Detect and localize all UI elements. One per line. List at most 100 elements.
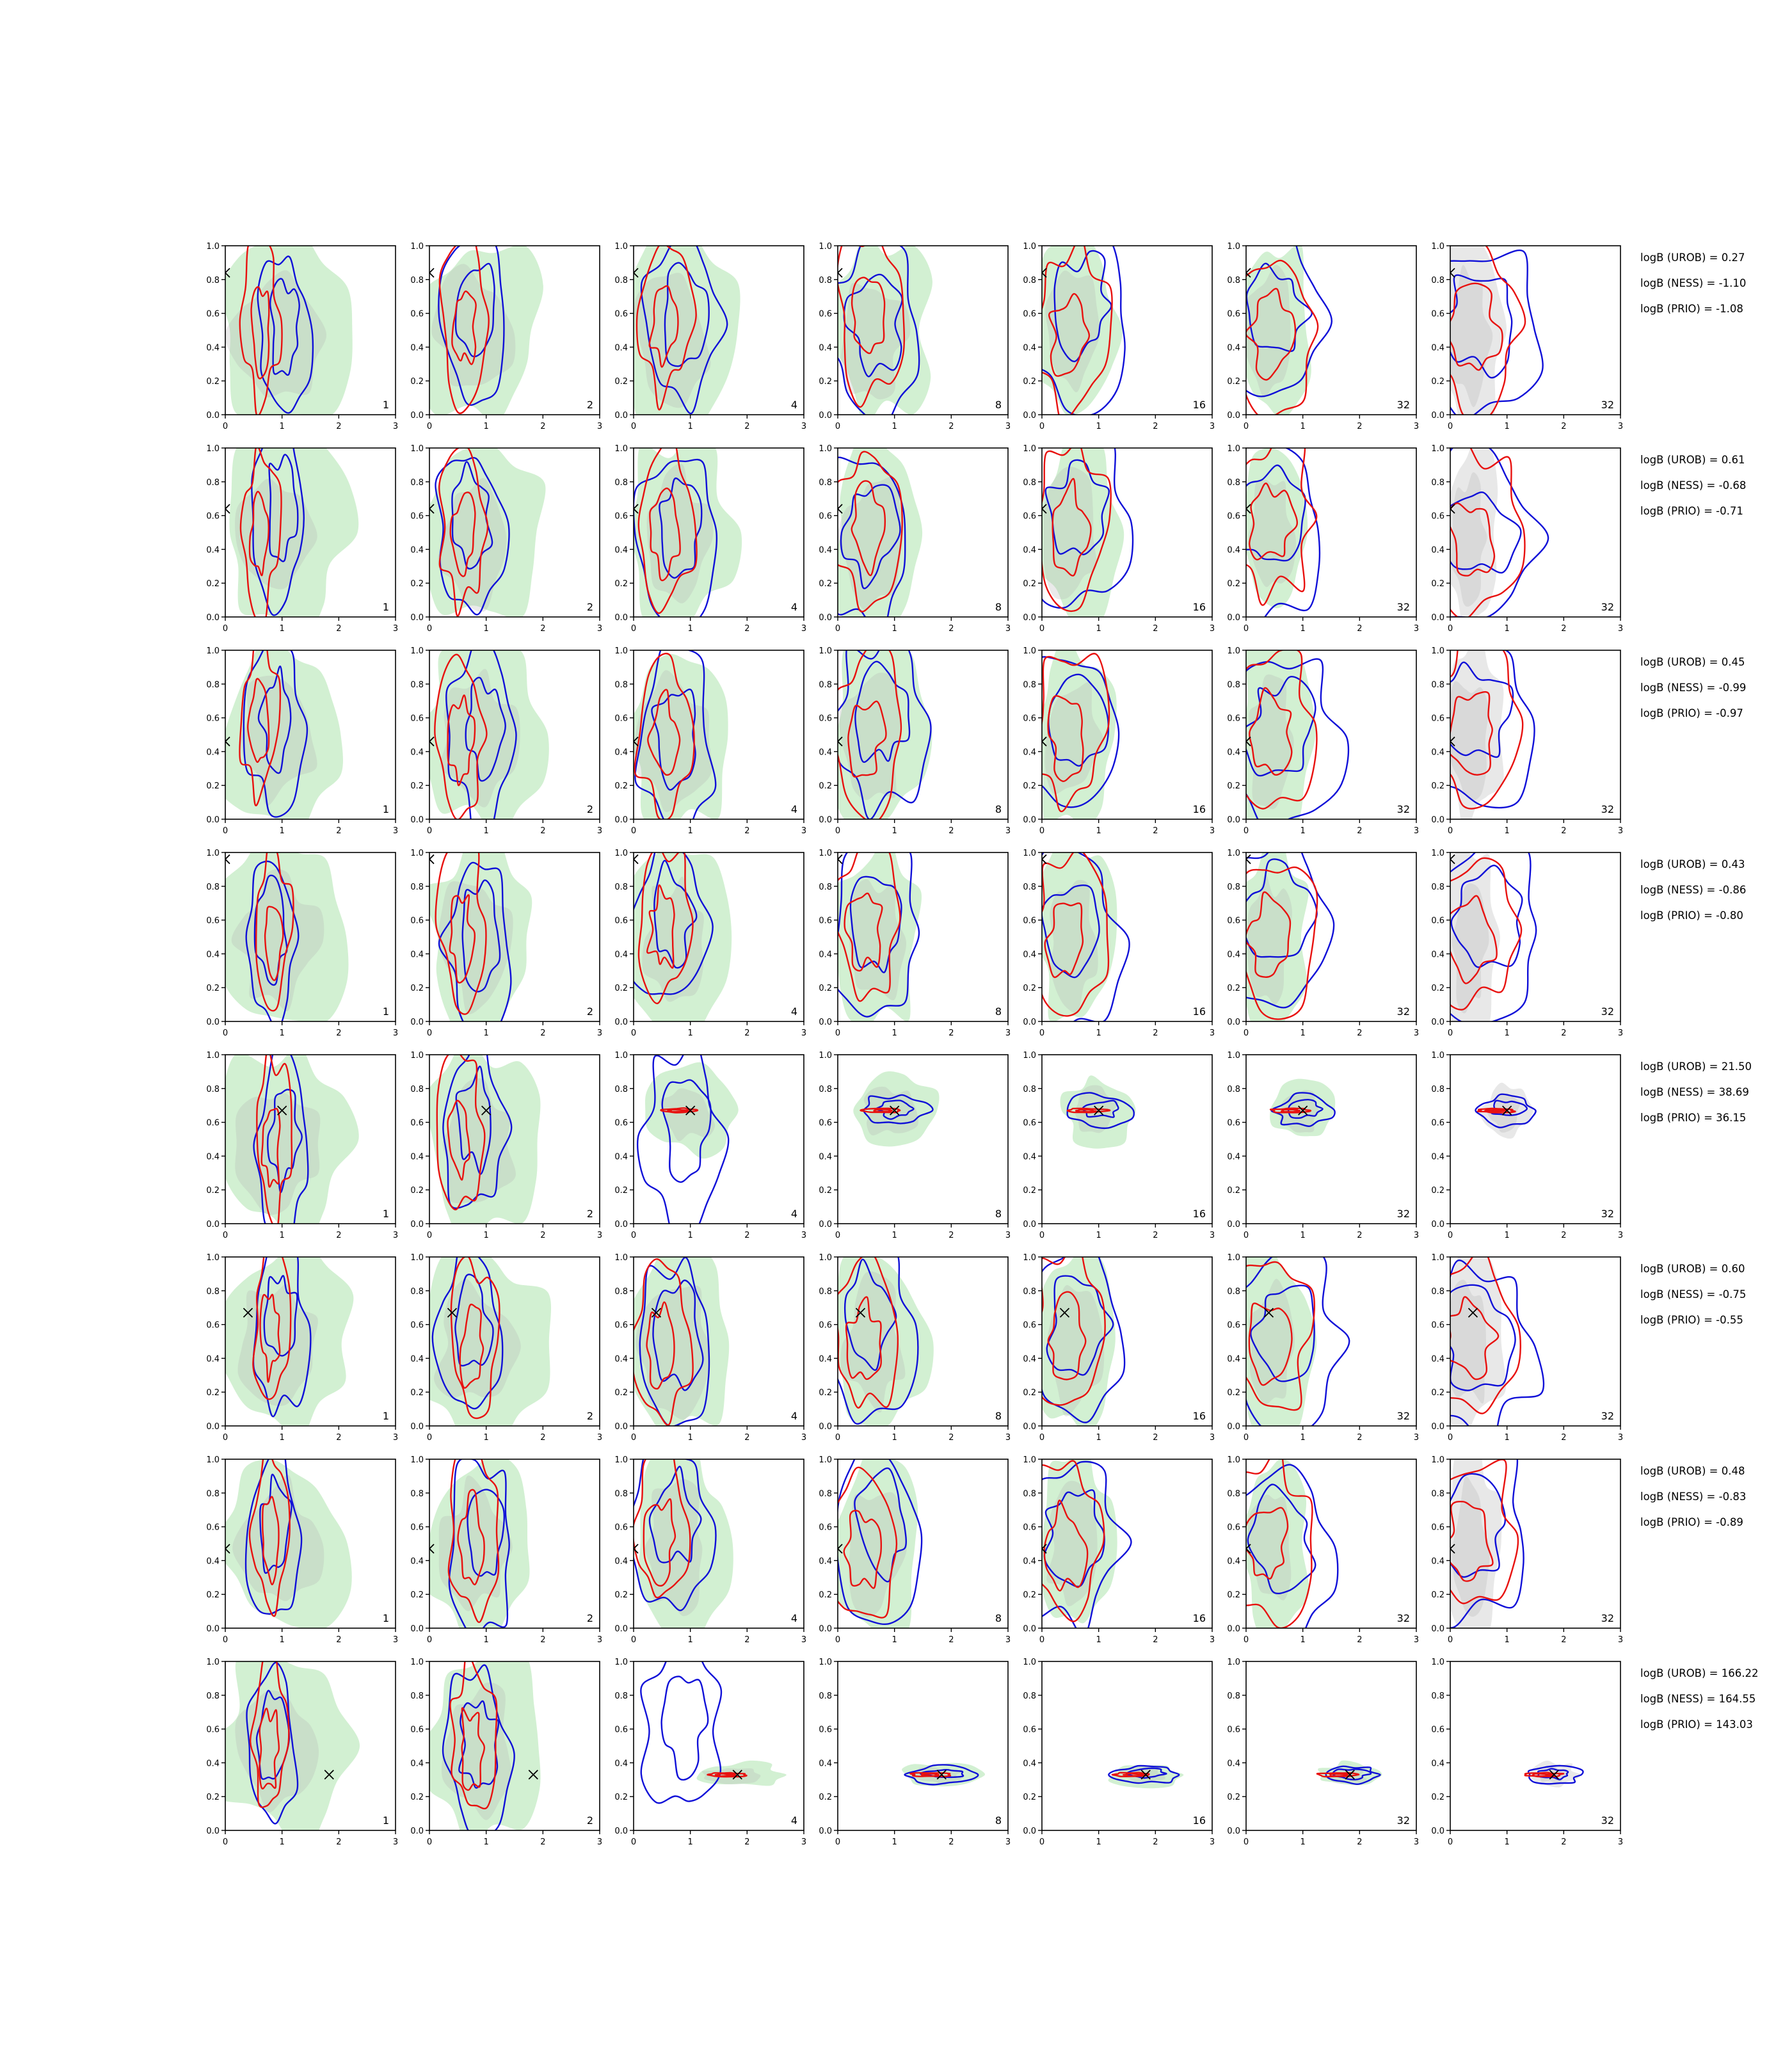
y-tick-label: 0.2 — [819, 579, 832, 589]
x-tick-label: 2 — [744, 1028, 749, 1038]
true-value-marker — [838, 1544, 843, 1554]
true-value-marker — [1468, 1308, 1478, 1318]
blue-contour-outer — [1246, 658, 1350, 819]
y-tick-label: 0.8 — [1023, 1489, 1036, 1499]
y-tick-label: 1.0 — [1023, 242, 1036, 252]
y-tick-label: 0.0 — [819, 1422, 832, 1432]
true-value-marker — [1345, 1770, 1355, 1780]
y-tick-label: 0.4 — [1227, 1354, 1240, 1364]
y-tick-label: 0.4 — [1431, 1354, 1444, 1364]
y-tick-label: 1.0 — [819, 1051, 832, 1060]
axes-frame — [633, 447, 804, 618]
subplot-r6-c1: 0 1 2 3 0.0 0.2 0.4 0.6 0.8 1.0 1 — [206, 1253, 398, 1443]
x-tick-label: 1 — [688, 1433, 693, 1443]
column-label: 4 — [791, 803, 797, 815]
y-tick-label: 0.2 — [819, 1590, 832, 1600]
y-tick-label: 1.0 — [206, 1253, 220, 1263]
y-tick-label: 0.4 — [819, 1152, 832, 1162]
y-tick-label: 0.8 — [206, 276, 220, 285]
true-value-marker — [1246, 736, 1251, 747]
y-tick-label: 0.2 — [614, 984, 628, 993]
y-tick-label: 0.6 — [1023, 1119, 1036, 1128]
y-tick-label: 0.6 — [819, 512, 832, 522]
y-tick-label: 0.6 — [819, 1725, 832, 1735]
y-tick-label: 0.2 — [614, 377, 628, 387]
density-fill-outer — [1246, 650, 1316, 819]
x-tick-label: 1 — [1300, 1837, 1306, 1847]
y-tick-label: 0.4 — [1023, 748, 1036, 757]
y-tick-label: 0.0 — [1431, 1018, 1444, 1027]
blue-contour-outer — [435, 456, 510, 616]
y-tick-label: 0.2 — [1023, 1388, 1036, 1398]
axes-frame — [1041, 447, 1213, 618]
y-tick-label: 0.2 — [1431, 1186, 1444, 1196]
y-tick-label: 1.0 — [819, 1455, 832, 1465]
y-tick-label: 0.6 — [410, 1725, 424, 1735]
y-tick-label: 0.6 — [1023, 1725, 1036, 1735]
subplot-r6-c4: 0 1 2 3 0.0 0.2 0.4 0.6 0.8 1.0 8 — [819, 1253, 1011, 1443]
x-tick-label: 1 — [1300, 624, 1306, 634]
x-tick-label: 1 — [1096, 1635, 1101, 1645]
red-contour-outer — [838, 1466, 898, 1619]
x-tick-label: 0 — [223, 1231, 228, 1240]
x-tick-label: 2 — [1561, 1635, 1566, 1645]
x-tick-label: 0 — [631, 422, 636, 431]
red-contour-inner — [1450, 282, 1503, 371]
red-contour-inner — [246, 678, 270, 764]
subplot-r1-c2: 0 1 2 3 0.0 0.2 0.4 0.6 0.8 1.0 2 — [410, 242, 602, 431]
x-tick-label: 3 — [393, 624, 398, 634]
y-tick-label: 0.8 — [1023, 1287, 1036, 1297]
axes-frame — [1450, 1256, 1621, 1427]
x-tick-label: 2 — [744, 1231, 749, 1240]
red-contour-outer — [239, 650, 282, 806]
y-tick-label: 1.0 — [1431, 1253, 1444, 1263]
x-tick-label: 1 — [1505, 1837, 1510, 1847]
x-tick-label: 3 — [1210, 1635, 1215, 1645]
y-tick-label: 0.8 — [1431, 1692, 1444, 1701]
y-tick-label: 1.0 — [614, 444, 628, 454]
true-value-marker — [890, 1105, 900, 1116]
y-tick-label: 0.6 — [206, 714, 220, 724]
x-tick-label: 3 — [1414, 1433, 1419, 1443]
blue-contour-outer — [1042, 656, 1120, 808]
y-tick-label: 0.6 — [1227, 1321, 1240, 1331]
y-tick-label: 0.8 — [1431, 883, 1444, 892]
x-tick-label: 1 — [1300, 422, 1306, 431]
red-contour-outer — [1450, 1257, 1521, 1414]
y-tick-label: 0.8 — [614, 478, 628, 488]
y-tick-label: 1.0 — [206, 444, 220, 454]
density-fill-inner — [438, 477, 507, 612]
x-tick-label: 2 — [744, 1433, 749, 1443]
true-value-marker — [838, 854, 843, 865]
true-value-marker — [732, 1770, 742, 1780]
x-tick-label: 2 — [1357, 1837, 1362, 1847]
true-value-marker — [936, 1770, 947, 1780]
x-tick-label: 0 — [1448, 1028, 1453, 1038]
x-tick-label: 3 — [393, 1837, 398, 1847]
red-contour-outer — [1246, 650, 1318, 810]
x-tick-label: 2 — [1153, 624, 1158, 634]
x-tick-label: 1 — [280, 422, 285, 431]
y-tick-label: 1.0 — [819, 646, 832, 656]
y-tick-label: 0.2 — [206, 1590, 220, 1600]
blue-contour-outer — [634, 1459, 717, 1612]
y-tick-label: 0.6 — [410, 310, 424, 319]
y-tick-label: 0.0 — [410, 1827, 424, 1836]
y-tick-label: 0.6 — [206, 1725, 220, 1735]
y-tick-label: 0.8 — [819, 276, 832, 285]
blue-contour-outer — [257, 255, 314, 414]
red-contour-outer — [1450, 448, 1526, 617]
y-tick-label: 0.0 — [1431, 1220, 1444, 1229]
y-tick-label: 0.8 — [1431, 1489, 1444, 1499]
red-contour-inner — [1484, 1108, 1508, 1113]
x-tick-label: 0 — [631, 624, 636, 634]
x-tick-label: 3 — [1005, 1635, 1011, 1645]
x-tick-label: 3 — [597, 1837, 602, 1847]
y-tick-label: 0.6 — [1023, 916, 1036, 926]
density-fill-outer — [644, 1062, 739, 1159]
y-tick-label: 1.0 — [1431, 444, 1444, 454]
subplot-r7-c3: 0 1 2 3 0.0 0.2 0.4 0.6 0.8 1.0 4 — [614, 1455, 806, 1645]
y-tick-label: 0.4 — [819, 1354, 832, 1364]
axes-frame — [633, 1459, 804, 1629]
y-tick-label: 0.0 — [206, 1018, 220, 1027]
